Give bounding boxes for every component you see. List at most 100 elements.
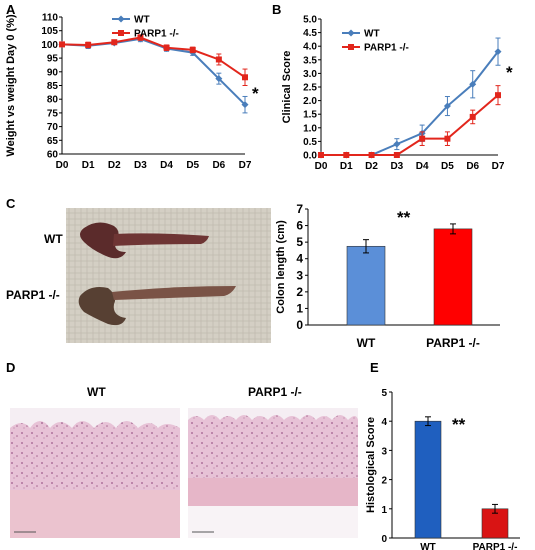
legend-marker (348, 44, 354, 50)
series-line-wt (321, 51, 499, 156)
clinical-score-chart: 0.0 0.5 1.0 1.5 2.0 2.5 3.0 3.5 4.0 4.5 5.0 D0 D1 D2 D… (281, 15, 513, 173)
histology-parp-image (188, 408, 358, 538)
y-tick-label: 90 (47, 67, 59, 78)
y-tick-label: 5 (381, 388, 387, 399)
bar-wt (346, 245, 386, 326)
data-point-wt (215, 75, 223, 83)
significance-marker: * (252, 84, 259, 103)
x-tick-label: D1 (340, 161, 353, 172)
significance-marker: ** (397, 208, 411, 227)
colon-photo (66, 208, 271, 343)
y-tick-label: 80 (47, 95, 59, 106)
data-point-parp (111, 39, 118, 46)
y-tick-label: 1.0 (303, 123, 317, 134)
y-tick-label: 2.5 (303, 83, 317, 94)
data-point-parp (469, 113, 476, 120)
y-tick-label: 0 (381, 534, 387, 545)
y-tick-label: 2 (381, 476, 387, 487)
x-tick-label: PARP1 -/- (426, 336, 480, 350)
legend-label: WT (364, 29, 380, 40)
panel-label-e: E (370, 360, 379, 375)
data-point-parp (495, 92, 501, 99)
data-point-parp (343, 152, 350, 158)
y-tick-label: 0.0 (303, 151, 317, 162)
histological-score-chart: 0 1 2 3 4 5 Histological Score WT PARP1 -/- ** (365, 388, 520, 550)
y-tick-label: 7 (296, 202, 303, 216)
x-tick-label: D3 (390, 161, 403, 172)
data-point-parp (444, 135, 451, 142)
y-tick-label: 110 (42, 13, 59, 24)
x-tick-label: WT (357, 336, 376, 350)
data-point-wt (241, 101, 249, 109)
y-tick-label: 4 (296, 252, 303, 266)
data-point-parp (215, 56, 222, 63)
y-axis-label: Histological Score (365, 417, 377, 513)
data-point-parp (85, 41, 92, 48)
y-tick-label: 4.5 (303, 28, 317, 39)
y-tick-label: 1 (296, 301, 303, 315)
y-tick-label: 3.5 (303, 55, 317, 66)
y-tick-label: 4 (381, 417, 387, 428)
x-tick-label: D6 (212, 160, 225, 171)
data-point-parp (137, 34, 144, 41)
y-tick-label: 3 (296, 268, 303, 282)
x-tick-label: D4 (160, 160, 173, 171)
y-tick-label: 105 (41, 26, 58, 37)
y-tick-label: 65 (47, 136, 59, 147)
data-point-wt (443, 102, 451, 110)
histology-label-parp: PARP1 -/- (248, 385, 302, 399)
legend-marker (117, 15, 125, 23)
panel-label-b: B (272, 2, 281, 17)
x-tick-label: D7 (239, 160, 252, 171)
y-tick-label: 6 (296, 219, 303, 233)
data-point-parp (419, 135, 426, 142)
weight-chart: 60 65 70 75 80 85 90 95 100 105 110 D0 D1 D2 D3 D4 D5 D6 D… (5, 13, 259, 172)
y-axis-label: Weight vs weight Day 0 (%) (5, 14, 17, 157)
y-tick-label: 0.5 (303, 137, 317, 148)
x-tick-label: WT (420, 542, 436, 550)
bar-wt (414, 420, 442, 539)
legend-marker (347, 29, 355, 37)
photo-label-parp: PARP1 -/- (6, 288, 60, 302)
x-tick-label: PARP1 -/- (473, 542, 518, 550)
x-tick-label: D6 (466, 161, 479, 172)
x-tick-label: D3 (134, 160, 147, 171)
photo-label-wt: WT (44, 232, 63, 246)
y-tick-label: 3.0 (303, 69, 317, 80)
legend-label: WT (134, 15, 150, 26)
series-line-parp (321, 94, 499, 156)
y-tick-label: 70 (47, 122, 59, 133)
data-point-wt (469, 80, 477, 88)
wt-colon-tail (113, 233, 209, 246)
y-axis-label: Clinical Score (281, 51, 293, 124)
y-tick-label: 2.0 (303, 96, 317, 107)
significance-marker: ** (452, 415, 466, 434)
data-point-parp (163, 44, 170, 51)
y-tick-label: 5.0 (303, 15, 317, 26)
y-tick-label: 5 (296, 235, 303, 249)
x-tick-label: D5 (186, 160, 199, 171)
x-tick-label: D1 (82, 160, 95, 171)
data-point-wt (393, 140, 401, 148)
y-tick-label: 0 (296, 318, 303, 332)
x-tick-label: D4 (416, 161, 429, 172)
x-tick-label: D0 (56, 160, 69, 171)
y-tick-label: 3 (381, 446, 387, 457)
histology-wt-image (10, 408, 180, 538)
y-tick-label: 1.5 (303, 110, 317, 121)
data-point-parp (242, 74, 248, 81)
parp-colon-tail (112, 286, 236, 300)
panel-label-d: D (6, 360, 15, 375)
x-tick-label: D2 (108, 160, 121, 171)
legend-label: PARP1 -/- (134, 29, 179, 40)
data-point-wt (494, 48, 502, 56)
histology-label-wt: WT (87, 385, 106, 399)
y-tick-label: 100 (41, 40, 58, 51)
y-tick-label: 85 (47, 81, 59, 92)
legend-marker (118, 30, 124, 36)
x-tick-label: D7 (492, 161, 505, 172)
wt-colon (80, 222, 126, 259)
y-tick-label: 2 (296, 285, 303, 299)
x-tick-label: D2 (365, 161, 378, 172)
